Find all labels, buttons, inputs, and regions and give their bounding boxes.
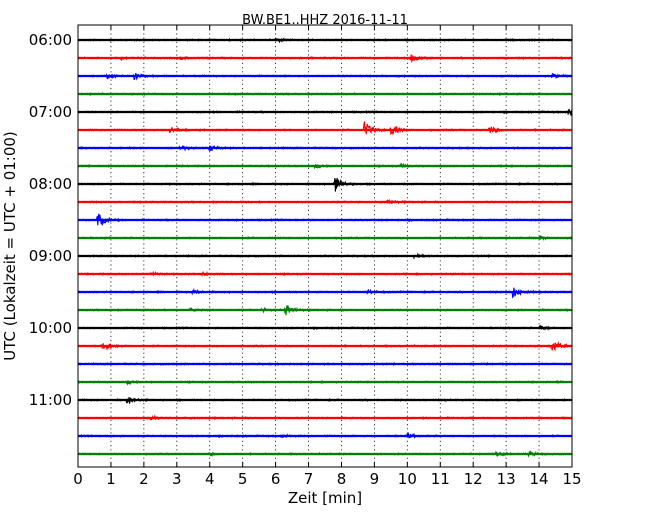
x-axis-label: Zeit [min] (288, 489, 362, 507)
x-tick-label: 6 (271, 470, 281, 488)
x-tick-label: 12 (464, 470, 483, 488)
y-axis-ticks: 06:00 07:00 08:00 09:00 10:00 11:00 (29, 31, 572, 409)
x-tick-label: 3 (172, 470, 182, 488)
x-tick-label: 14 (530, 470, 549, 488)
x-tick-label: 2 (139, 470, 149, 488)
trace-lines (77, 37, 573, 458)
y-axis-label: UTC (Lokalzeit = UTC + 01:00) (1, 131, 19, 361)
y-tick-label: 10:00 (29, 319, 72, 337)
x-axis-ticks: 0 1 2 3 4 5 6 7 8 9 10 11 12 13 14 15 (73, 25, 582, 488)
x-tick-label: 15 (562, 470, 581, 488)
x-tick-label: 5 (238, 470, 248, 488)
x-tick-label: 8 (337, 470, 347, 488)
y-tick-label: 06:00 (29, 31, 72, 49)
x-tick-label: 4 (205, 470, 215, 488)
y-tick-label: 08:00 (29, 175, 72, 193)
y-tick-label: 07:00 (29, 103, 72, 121)
x-tick-label: 0 (73, 470, 83, 488)
x-tick-label: 1 (106, 470, 116, 488)
x-tick-label: 10 (398, 470, 417, 488)
x-tick-label: 7 (304, 470, 314, 488)
x-tick-label: 9 (370, 470, 380, 488)
x-tick-label: 11 (431, 470, 450, 488)
x-tick-label: 13 (497, 470, 516, 488)
plot-frame (77, 24, 573, 468)
chart-title: BW.BE1..HHZ 2016-11-11 (242, 13, 408, 28)
trace-07:15 (77, 121, 573, 136)
y-tick-label: 11:00 (29, 391, 72, 409)
y-tick-label: 09:00 (29, 247, 72, 265)
